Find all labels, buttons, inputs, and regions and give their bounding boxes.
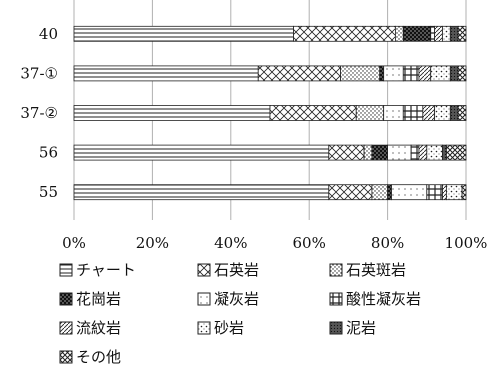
legend-swatch bbox=[329, 321, 343, 335]
bar-segment-40-s5 bbox=[430, 25, 436, 42]
bar-segment-37-s4 bbox=[383, 105, 404, 121]
bar-segment-56-s1 bbox=[328, 144, 365, 161]
bar-segment-40-s8 bbox=[449, 25, 459, 42]
legend-swatch bbox=[197, 292, 211, 306]
legend-label: 酸性凝灰岩 bbox=[346, 290, 421, 308]
x-tick-label: 100% bbox=[445, 234, 488, 252]
bar-segment-37-s0 bbox=[73, 105, 271, 121]
bar-segment-37-s8 bbox=[449, 105, 459, 121]
legend-swatch bbox=[59, 263, 73, 277]
legend-label: その他 bbox=[76, 348, 121, 366]
bar-segment-56-s2 bbox=[363, 144, 373, 161]
bar-segment-37-s9 bbox=[457, 65, 467, 82]
bar-segment-55-s7 bbox=[445, 184, 463, 201]
bar-segment-55-s3 bbox=[387, 184, 392, 201]
bar-segment-37-s4 bbox=[383, 65, 404, 82]
bar-segment-40-s6 bbox=[434, 25, 443, 42]
bar-segment-56-s3 bbox=[371, 144, 389, 161]
category-label: 55 bbox=[39, 183, 58, 201]
bar-segment-56-s8 bbox=[442, 144, 447, 161]
bar-segment-56-s6 bbox=[418, 144, 428, 161]
x-tick-label: 40% bbox=[214, 234, 247, 252]
legend-label: 凝灰岩 bbox=[214, 290, 259, 308]
legend-swatch bbox=[59, 321, 73, 335]
legend-item: 石英岩 bbox=[197, 261, 259, 279]
x-tick-label: 80% bbox=[371, 234, 404, 252]
bar-segment-56-s9 bbox=[445, 144, 467, 161]
bar-segment-55-s6 bbox=[442, 184, 447, 201]
bar-segment-37-s3 bbox=[379, 65, 385, 82]
legend-swatch bbox=[329, 263, 343, 277]
legend-item: 凝灰岩 bbox=[197, 290, 259, 308]
bar-segment-55-s9 bbox=[461, 184, 467, 201]
bar-segment-37-s9 bbox=[457, 105, 467, 121]
legend-item: 泥岩 bbox=[329, 319, 376, 337]
legend-label: 石英岩 bbox=[214, 261, 259, 279]
bars bbox=[73, 25, 467, 201]
bar-segment-40-s3 bbox=[402, 25, 432, 42]
category-label: 56 bbox=[39, 144, 58, 162]
bar-segment-40-s0 bbox=[73, 25, 294, 42]
bar-segment-37-s2 bbox=[355, 105, 385, 121]
legend-swatch bbox=[197, 263, 211, 277]
legend-item: チャート bbox=[59, 261, 136, 279]
legend-label: チャート bbox=[76, 261, 136, 279]
legend-swatch bbox=[59, 292, 73, 306]
bar-segment-55-s1 bbox=[328, 184, 373, 201]
category-label: 37-② bbox=[20, 104, 58, 122]
legend-label: 泥岩 bbox=[346, 319, 376, 337]
category-label: 40 bbox=[39, 25, 58, 43]
bar-segment-37-s1 bbox=[269, 105, 357, 121]
legend-item: 石英斑岩 bbox=[329, 261, 406, 279]
bar-segment-37-s2 bbox=[340, 65, 381, 82]
x-tick-label: 0% bbox=[62, 234, 86, 252]
bar-segment-37-s5 bbox=[402, 105, 424, 121]
bar-segment-40-s1 bbox=[293, 25, 396, 42]
x-tick-label: 60% bbox=[293, 234, 326, 252]
bar-segment-37-s1 bbox=[257, 65, 341, 82]
legend-item: 酸性凝灰岩 bbox=[329, 290, 421, 308]
bar-segment-55-s0 bbox=[73, 184, 330, 201]
legend-label: 花崗岩 bbox=[76, 290, 121, 308]
bar-segment-37-s5 bbox=[402, 65, 420, 82]
category-labels: 40 37-① 37-② 56 55 bbox=[20, 25, 58, 201]
legend-item: 花崗岩 bbox=[59, 290, 121, 308]
legend-swatch bbox=[329, 292, 343, 306]
legend-swatch bbox=[59, 350, 73, 364]
bar-segment-37-s0 bbox=[73, 65, 259, 82]
bar-segment-56-s0 bbox=[73, 144, 330, 161]
bar-segment-37-s6 bbox=[422, 105, 436, 121]
bar-segment-56-s4 bbox=[387, 144, 412, 161]
bar-segment-37-s7 bbox=[434, 105, 451, 121]
bar-segment-56-s7 bbox=[426, 144, 443, 161]
legend-item: その他 bbox=[59, 348, 121, 366]
legend-label: 流紋岩 bbox=[76, 319, 121, 337]
legend-item: 砂岩 bbox=[197, 319, 244, 337]
legend-swatch bbox=[197, 321, 211, 335]
bar-segment-55-s4 bbox=[391, 184, 428, 201]
legend-label: 石英斑岩 bbox=[346, 261, 406, 279]
legend-item: 流紋岩 bbox=[59, 319, 121, 337]
x-axis-tick-labels: 0% 20% 40% 60% 80% 100% bbox=[62, 234, 487, 252]
bar-segment-55-s5 bbox=[426, 184, 443, 201]
bar-segment-55-s2 bbox=[371, 184, 389, 201]
category-label: 37-① bbox=[20, 64, 58, 82]
bar-segment-40-s2 bbox=[395, 25, 404, 42]
bar-segment-37-s7 bbox=[430, 65, 451, 82]
x-tick-label: 20% bbox=[136, 234, 169, 252]
bar-segment-37-s6 bbox=[418, 65, 432, 82]
legend-label: 砂岩 bbox=[214, 319, 244, 337]
bar-segment-56-s5 bbox=[410, 144, 420, 161]
bar-segment-37-s8 bbox=[449, 65, 459, 82]
bar-segment-40-s9 bbox=[457, 25, 467, 42]
bar-segment-40-s7 bbox=[442, 25, 451, 42]
